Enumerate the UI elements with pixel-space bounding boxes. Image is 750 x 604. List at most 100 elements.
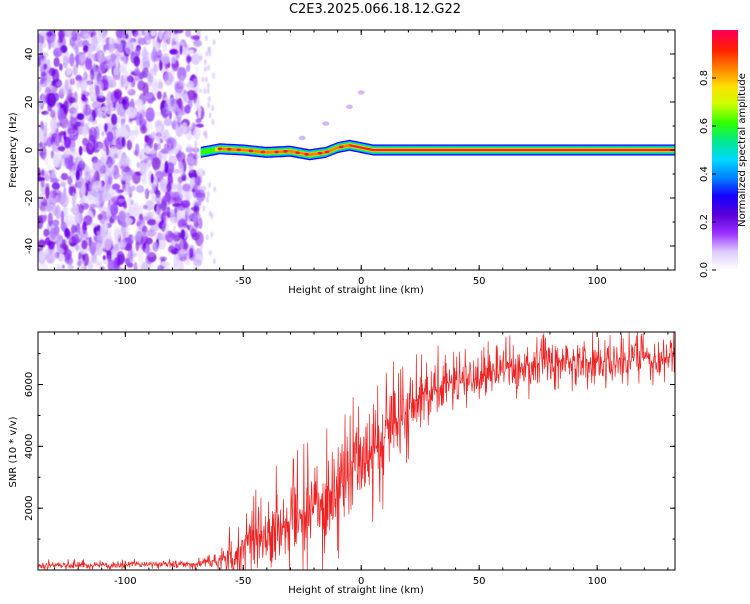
noise-speckle [140, 263, 149, 270]
noise-speckle [39, 186, 46, 193]
noise-speckle [145, 107, 155, 122]
noise-speckle [147, 162, 151, 168]
noise-speckle [53, 47, 63, 58]
noise-speckle [154, 225, 158, 238]
colorbar-cell [712, 30, 738, 33]
noise-speckle [200, 243, 203, 250]
noise-speckle [53, 57, 60, 67]
signal-bead [260, 150, 266, 154]
noise-speckle [118, 210, 126, 223]
noise-speckle [163, 211, 171, 216]
colorbar-cell [712, 182, 738, 185]
colorbar-cell [712, 32, 738, 35]
colorbar-cell [712, 228, 738, 231]
noise-speckle [123, 200, 127, 210]
noise-speckle [105, 145, 110, 156]
noise-speckle [104, 172, 108, 186]
noise-speckle [43, 153, 50, 166]
noise-speckle [45, 186, 50, 199]
noise-speckle [98, 93, 105, 99]
noise-speckle [69, 53, 75, 67]
noise-speckle [54, 160, 63, 168]
colorbar-cell [712, 240, 738, 243]
noise-speckle [195, 222, 200, 230]
noise-speckle [159, 178, 169, 193]
colorbar-ticks: 0.0 0.2 0.4 0.6 0.8 [699, 70, 716, 278]
colorbar-cell [712, 136, 738, 139]
noise-speckle [141, 231, 148, 237]
noise-speckle [61, 264, 65, 269]
colorbar-cell [712, 148, 738, 151]
colorbar-cell [712, 44, 738, 47]
colorbar-cell [712, 56, 738, 59]
noise-speckle [206, 87, 210, 94]
noise-speckle [51, 166, 56, 180]
noise-speckle [105, 162, 115, 177]
noise-speckle [111, 183, 121, 191]
noise-speckle [120, 56, 125, 62]
colorbar-cell [712, 120, 738, 123]
noise-speckle [187, 49, 194, 54]
noise-speckle [72, 64, 78, 76]
noise-speckle [113, 74, 121, 81]
noise-speckle [110, 195, 120, 203]
noise-speckle [180, 256, 187, 262]
signal-bead [227, 147, 232, 151]
noise-speckle [121, 174, 127, 181]
colorbar-cell [712, 108, 738, 111]
noise-speckle [172, 203, 182, 208]
noise-speckle [71, 113, 77, 118]
spectrogram-y-ticks: -40 -20 0 20 40 [24, 29, 675, 271]
noise-speckle [55, 204, 61, 220]
colorbar-cell [712, 60, 738, 63]
colorbar-label: Normalized spectral amplitude [737, 73, 748, 227]
colorbar-cell [712, 192, 738, 195]
colorbar-cell [712, 48, 738, 51]
noise-speckle [206, 191, 210, 198]
colorbar-cell [712, 124, 738, 127]
noise-speckle [171, 56, 176, 64]
noise-speckle [114, 174, 122, 179]
colorbar-cell [712, 246, 738, 249]
noise-speckle [157, 142, 161, 150]
noise-speckle [126, 262, 134, 268]
noise-speckle [131, 185, 136, 192]
noise-speckle [63, 130, 67, 142]
colorbar-cell [712, 216, 738, 219]
noise-speckle [78, 126, 84, 134]
noise-speckle [174, 207, 178, 214]
noise-speckle [206, 82, 210, 89]
noise-speckle [102, 191, 108, 202]
noise-speckle [164, 142, 172, 150]
noise-speckle [48, 198, 57, 206]
noise-speckle [57, 252, 65, 262]
noise-speckle [87, 114, 94, 127]
colorbar-cell [712, 64, 738, 67]
y-tick-label: 6000 [24, 372, 35, 397]
noise-speckle [186, 80, 194, 90]
noise-speckle [211, 105, 215, 111]
noise-speckle [184, 190, 193, 200]
noise-speckle [141, 49, 149, 60]
colorbar-cell [712, 230, 738, 233]
noise-speckle [142, 60, 151, 70]
noise-speckle [76, 260, 82, 267]
noise-speckle [38, 262, 49, 270]
noise-speckle [137, 37, 147, 46]
x-tick-label: 0 [358, 576, 364, 587]
noise-speckle [157, 239, 167, 250]
noise-speckle [47, 212, 53, 227]
colorbar-cell [712, 248, 738, 251]
noise-speckle [46, 136, 53, 148]
colorbar-cell [712, 172, 738, 175]
colorbar-tick-label: 0.0 [699, 262, 710, 278]
noise-speckle [91, 35, 98, 49]
noise-speckle [103, 44, 107, 52]
y-tick-label: -40 [24, 238, 35, 254]
colorbar-cell [712, 98, 738, 101]
noise-speckle [97, 234, 102, 242]
colorbar-cell [712, 164, 738, 167]
noise-speckle [195, 123, 204, 128]
noise-speckle [172, 264, 179, 270]
noise-speckle [94, 242, 103, 256]
